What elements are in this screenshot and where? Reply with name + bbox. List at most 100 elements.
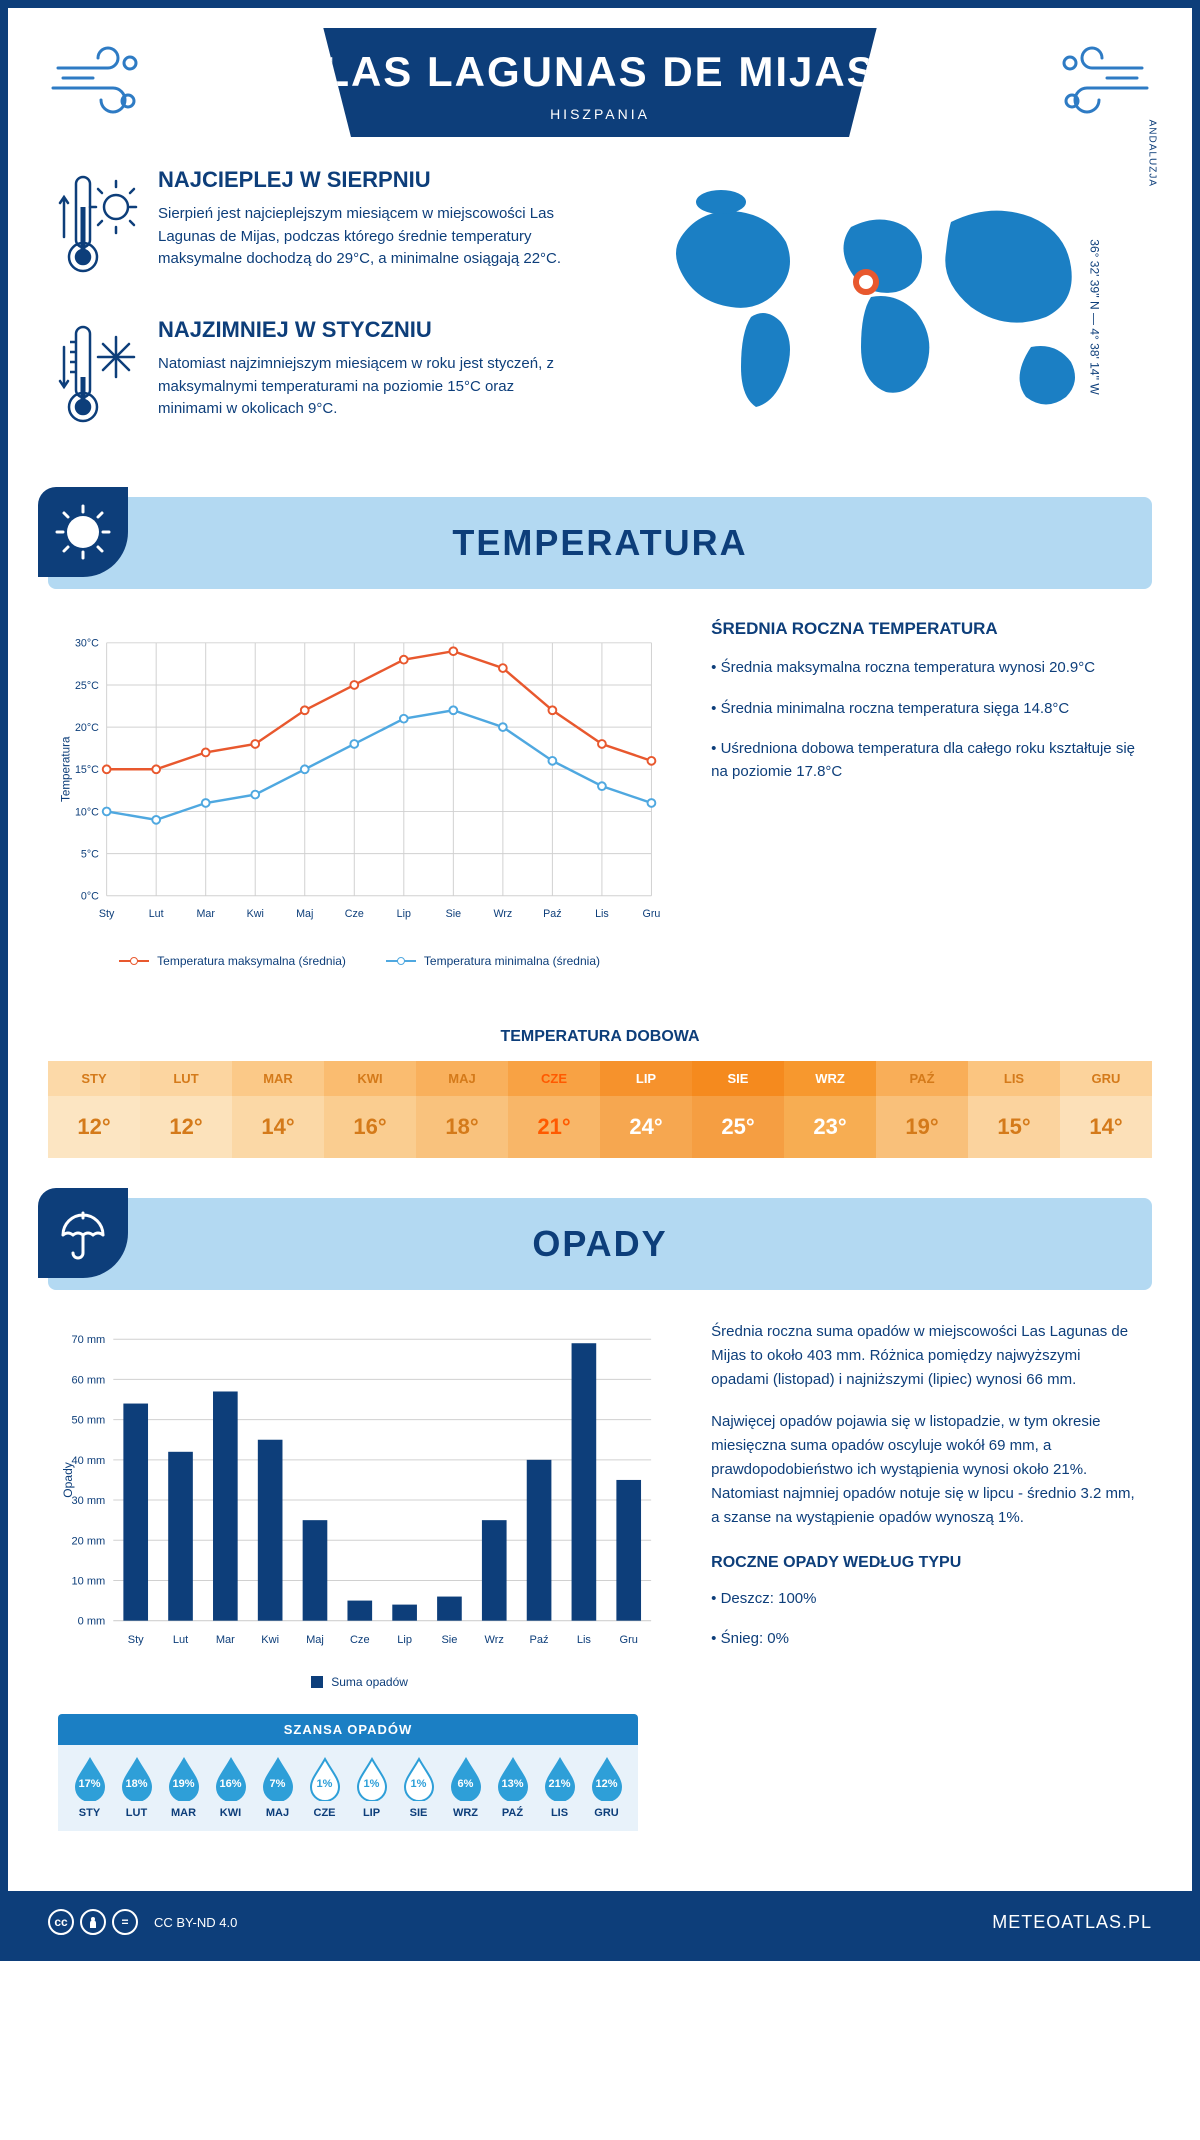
precipitation-section: 0 mm10 mm20 mm30 mm40 mm50 mm60 mm70 mmO… [8,1290,1192,1861]
svg-text:Sty: Sty [128,1634,144,1646]
svg-text:10°C: 10°C [75,806,99,818]
precip-type-item: • Deszcz: 100% [711,1588,1142,1611]
temp-cell-value: 15° [968,1096,1060,1158]
svg-text:Sty: Sty [99,908,115,920]
temp-cell-month: LIP [600,1061,692,1096]
precipitation-bar-chart: 0 mm10 mm20 mm30 mm40 mm50 mm60 mm70 mmO… [58,1320,661,1660]
svg-text:Lip: Lip [397,1634,412,1646]
precip-type-item: • Śnieg: 0% [711,1628,1142,1651]
chance-title: SZANSA OPADÓW [58,1714,638,1745]
legend-max: .legend-item:first-child .legend-swatch:… [119,954,346,968]
daily-temp-table: STY12°LUT12°MAR14°KWI16°MAJ18°CZE21°LIP2… [48,1061,1152,1158]
precip-p1: Średnia roczna suma opadów w miejscowośc… [711,1320,1142,1392]
temp-table-cell: GRU14° [1060,1061,1152,1158]
drop-icon: 16% [213,1757,249,1801]
legend-min: .legend-item:last-child .legend-swatch::… [386,954,600,968]
temp-table-cell: SIE25° [692,1061,784,1158]
drop-icon: 1% [307,1757,343,1801]
chance-month: KWI [207,1807,254,1819]
cold-heading: NAJZIMNIEJ W STYCZNIU [158,317,580,343]
temp-table-cell: LIP24° [600,1061,692,1158]
svg-text:60 mm: 60 mm [71,1374,105,1386]
temp-cell-value: 24° [600,1096,692,1158]
chance-month: LIS [536,1807,583,1819]
temperature-line-chart: 0°C5°C10°C15°C20°C25°C30°CStyLutMarKwiMa… [58,619,661,939]
svg-text:70 mm: 70 mm [71,1334,105,1346]
precipitation-title: OPADY [48,1223,1152,1265]
legend-min-label: Temperatura minimalna (średnia) [424,954,600,968]
temp-cell-value: 21° [508,1096,600,1158]
temp-table-cell: STY12° [48,1061,140,1158]
chance-box: SZANSA OPADÓW 17%STY18%LUT19%MAR16%KWI7%… [58,1714,638,1831]
chance-month: PAŹ [489,1807,536,1819]
wind-icon [48,43,158,123]
chance-month: SIE [395,1807,442,1819]
drop-icon: 13% [495,1757,531,1801]
svg-text:Wrz: Wrz [485,1634,504,1646]
by-icon [80,1909,106,1935]
chance-month: CZE [301,1807,348,1819]
cold-text: Natomiast najzimniejszym miesiącem w rok… [158,353,580,421]
temp-info-item: • Średnia maksymalna roczna temperatura … [711,657,1142,680]
wind-icon [1042,43,1152,123]
chance-cell: 7%MAJ [254,1757,301,1819]
chance-month: GRU [583,1807,630,1819]
svg-text:Lis: Lis [595,908,609,920]
svg-text:50 mm: 50 mm [71,1415,105,1427]
drop-icon: 1% [354,1757,390,1801]
drop-icon: 21% [542,1757,578,1801]
svg-text:Kwi: Kwi [247,908,264,920]
intro-section: NAJCIEPLEJ W SIERPNIU Sierpień jest najc… [8,137,1192,497]
temperature-chart-area: 0°C5°C10°C15°C20°C25°C30°CStyLutMarKwiMa… [58,619,661,968]
temp-cell-month: MAJ [416,1061,508,1096]
cc-icon: cc [48,1909,74,1935]
svg-text:Maj: Maj [306,1634,324,1646]
legend-sum-label: Suma opadów [331,1675,408,1689]
sun-icon [38,487,128,577]
svg-text:Paź: Paź [543,908,561,920]
chance-cell: 12% GRU [583,1757,630,1819]
temp-table-cell: WRZ23° [784,1061,876,1158]
chance-cell: 19% MAR [160,1757,207,1819]
svg-text:Temperatura: Temperatura [60,736,73,802]
temperature-section: 0°C5°C10°C15°C20°C25°C30°CStyLutMarKwiMa… [8,589,1192,998]
nd-icon: = [112,1909,138,1935]
page-title: LAS LAGUNAS DE MIJAS [323,48,876,96]
temp-cell-value: 16° [324,1096,416,1158]
drop-icon: 12% [589,1757,625,1801]
chance-month: MAJ [254,1807,301,1819]
header-row: LAS LAGUNAS DE MIJAS HISZPANIA [8,8,1192,137]
svg-text:5°C: 5°C [81,848,99,860]
temp-cell-value: 23° [784,1096,876,1158]
svg-text:Lut: Lut [149,908,164,920]
drop-icon: 1% [401,1757,437,1801]
temp-info-item: • Uśredniona dobowa temperatura dla całe… [711,738,1142,783]
chance-month: MAR [160,1807,207,1819]
temp-cell-month: LUT [140,1061,232,1096]
temp-cell-value: 12° [48,1096,140,1158]
temperature-legend: .legend-item:first-child .legend-swatch:… [58,954,661,968]
drop-icon: 19% [166,1757,202,1801]
temp-table-cell: MAR14° [232,1061,324,1158]
temperature-info: ŚREDNIA ROCZNA TEMPERATURA • Średnia mak… [711,619,1142,968]
chance-cell: 1% SIE [395,1757,442,1819]
temp-cell-month: SIE [692,1061,784,1096]
precip-legend: Suma opadów [58,1675,661,1689]
temp-table-cell: KWI16° [324,1061,416,1158]
svg-text:40 mm: 40 mm [71,1455,105,1467]
precip-p2: Najwięcej opadów pojawia się w listopadz… [711,1410,1142,1530]
chance-month: WRZ [442,1807,489,1819]
svg-text:25°C: 25°C [75,680,99,692]
temp-cell-month: CZE [508,1061,600,1096]
svg-text:Sie: Sie [441,1634,457,1646]
hot-content: NAJCIEPLEJ W SIERPNIU Sierpień jest najc… [158,167,580,287]
svg-text:15°C: 15°C [75,764,99,776]
temperature-header: TEMPERATURA [48,497,1152,589]
chance-month: STY [66,1807,113,1819]
svg-text:Gru: Gru [643,908,661,920]
chance-cell: 6%WRZ [442,1757,489,1819]
temp-table-cell: MAJ18° [416,1061,508,1158]
svg-text:Gru: Gru [619,1634,637,1646]
temp-table-cell: LUT12° [140,1061,232,1158]
svg-text:20 mm: 20 mm [71,1535,105,1547]
